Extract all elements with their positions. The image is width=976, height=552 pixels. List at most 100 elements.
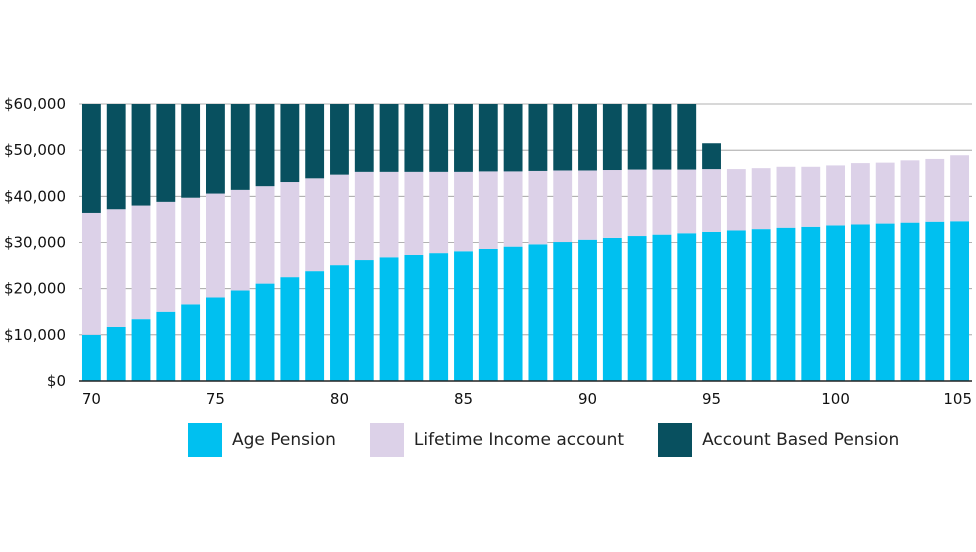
bar-segment (81, 104, 101, 213)
bar-segment (553, 242, 573, 381)
bar-segment (776, 166, 796, 228)
bar-segment (230, 104, 250, 190)
bar-segment (454, 171, 473, 252)
x-tick-label: 95 (702, 390, 721, 408)
y-tick-label: $50,000 (4, 141, 66, 159)
legend-label-age-pension: Age Pension (232, 430, 336, 450)
bar-segment (354, 260, 374, 381)
bar-segment (900, 222, 920, 381)
bar-segment (478, 171, 498, 249)
bar-segment (478, 104, 498, 172)
bar-segment (776, 227, 796, 381)
bar-segment (131, 319, 151, 381)
bar-segment (925, 221, 945, 381)
bar-segment (478, 248, 498, 381)
stacked-bar-chart: 70 75 80 85 90 95 100 105 $0 $10,000 $20,000 $30,0… (4, 95, 972, 408)
bar-segment (81, 212, 101, 335)
bar-segment (826, 225, 845, 381)
x-axis-ticks: 70 75 80 85 90 95 100 105 (82, 390, 972, 408)
bar-segment (850, 163, 870, 225)
bar-segment (181, 197, 201, 305)
bar-segment (255, 104, 275, 187)
x-tick-label: 75 (206, 390, 225, 408)
bar-segment (379, 104, 399, 172)
bar-segment (404, 254, 424, 381)
y-tick-label: $30,000 (4, 234, 66, 252)
bar-segment (429, 104, 449, 172)
bar-segment (602, 237, 622, 381)
bar-segment (330, 104, 349, 175)
x-tick-label: 100 (821, 390, 850, 408)
bar-segment (206, 104, 225, 194)
bar-segment (702, 143, 721, 170)
bar-segment (826, 165, 845, 226)
bar-segment (156, 104, 176, 202)
bar-segment (379, 257, 399, 381)
legend-label-account-based-pension: Account Based Pension (702, 430, 900, 450)
bar-segment (627, 104, 647, 170)
bar-segment (354, 171, 374, 261)
y-axis-ticks: $0 $10,000 $20,000 $30,000 $40,000 $50,000 $60… (4, 95, 66, 390)
y-tick-label: $10,000 (4, 326, 66, 344)
bar-segment (801, 166, 821, 227)
bar-segment (602, 170, 622, 238)
y-tick-label: $0 (47, 372, 66, 390)
bar-segment (454, 251, 473, 381)
bar-segment (528, 244, 548, 381)
bar-segment (578, 104, 597, 171)
bar-segment (503, 171, 523, 247)
bar-segment (875, 223, 895, 381)
bar-segment (503, 246, 523, 381)
bar-segment (602, 104, 622, 171)
bar-segment (230, 290, 250, 381)
bar-segment (280, 104, 300, 183)
gridlines (79, 103, 972, 336)
bar-segment (305, 104, 325, 179)
bar-segment (181, 304, 201, 381)
bar-segment (578, 239, 597, 381)
x-tick-label: 70 (82, 390, 101, 408)
bar-segment (726, 169, 746, 231)
x-tick-label: 90 (578, 390, 597, 408)
bars (81, 104, 970, 381)
bar-segment (156, 201, 176, 312)
bar-segment (801, 226, 821, 381)
bar-segment (255, 283, 275, 381)
bar-segment (702, 169, 721, 232)
y-tick-label: $40,000 (4, 187, 66, 205)
bar-segment (206, 297, 225, 381)
legend-swatch-account-based-pension (658, 423, 693, 457)
bar-segment (404, 104, 424, 172)
bar-segment (404, 171, 424, 255)
bar-segment (255, 186, 275, 284)
bar-segment (181, 104, 201, 198)
bar-segment (627, 169, 647, 237)
bar-segment (652, 104, 672, 170)
bar-segment (106, 104, 126, 210)
bar-segment (429, 253, 449, 381)
bar-segment (429, 171, 449, 254)
bar-segment (131, 104, 151, 206)
bar-segment (553, 104, 573, 171)
bar-segment (280, 277, 300, 381)
bar-segment (677, 104, 697, 170)
bar-segment (950, 155, 970, 222)
bar-segment (156, 311, 176, 381)
bar-segment (875, 162, 895, 224)
legend-swatch-age-pension (188, 423, 222, 457)
bar-segment (379, 171, 399, 258)
x-tick-label: 80 (330, 390, 349, 408)
x-tick-label: 85 (454, 390, 473, 408)
bar-segment (81, 334, 101, 381)
x-tick-label: 105 (943, 390, 972, 408)
legend-item-lifetime-income: Lifetime Income account (369, 423, 625, 457)
bar-segment (106, 326, 126, 381)
bar-segment (677, 169, 697, 234)
bar-segment (900, 160, 920, 223)
bar-segment (652, 169, 672, 235)
bar-segment (330, 174, 349, 266)
bar-segment (677, 233, 697, 381)
bar-segment (131, 205, 151, 320)
bar-segment (305, 178, 325, 272)
legend-label-lifetime-income: Lifetime Income account (413, 430, 625, 450)
